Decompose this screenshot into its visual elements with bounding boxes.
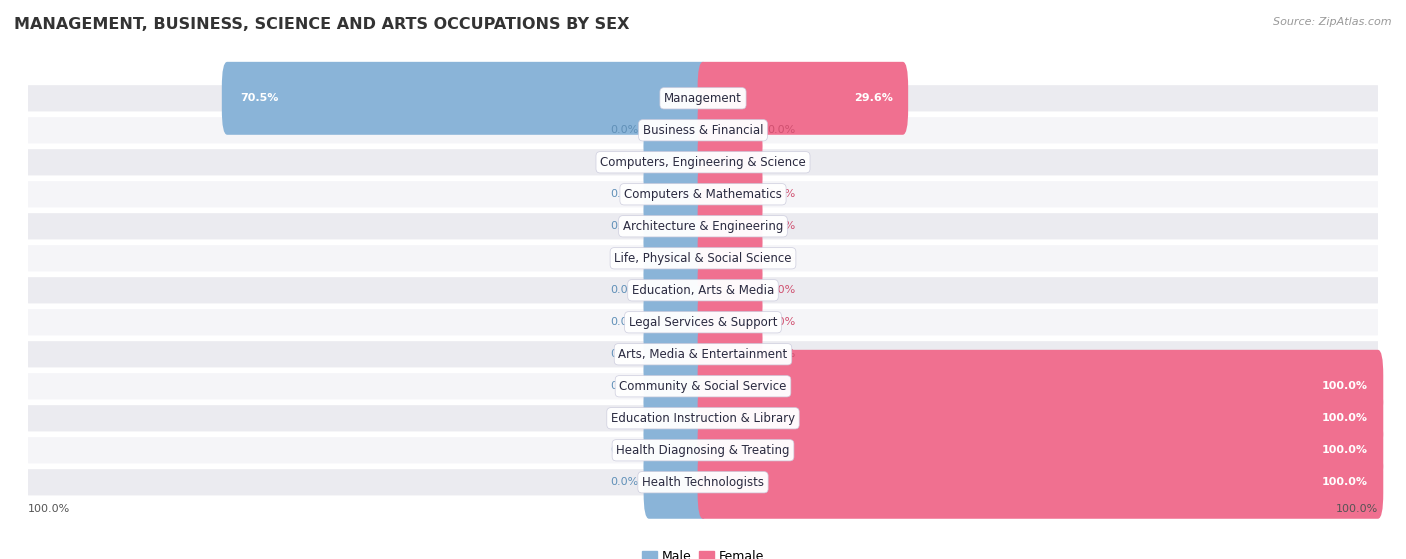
FancyBboxPatch shape (644, 350, 709, 423)
Legend: Male, Female: Male, Female (637, 546, 769, 559)
FancyBboxPatch shape (644, 286, 709, 359)
Text: 0.0%: 0.0% (610, 446, 638, 455)
FancyBboxPatch shape (697, 414, 1384, 487)
FancyBboxPatch shape (697, 254, 762, 327)
FancyBboxPatch shape (28, 213, 1378, 239)
Text: Community & Social Service: Community & Social Service (619, 380, 787, 393)
FancyBboxPatch shape (644, 318, 709, 391)
FancyBboxPatch shape (697, 62, 908, 135)
Text: 0.0%: 0.0% (610, 285, 638, 295)
Text: 0.0%: 0.0% (610, 190, 638, 200)
FancyBboxPatch shape (28, 85, 1378, 111)
FancyBboxPatch shape (28, 373, 1378, 400)
Text: 70.5%: 70.5% (240, 93, 278, 103)
Text: Business & Financial: Business & Financial (643, 124, 763, 137)
FancyBboxPatch shape (28, 341, 1378, 367)
Text: 0.0%: 0.0% (610, 125, 638, 135)
FancyBboxPatch shape (28, 117, 1378, 144)
Text: Computers, Engineering & Science: Computers, Engineering & Science (600, 156, 806, 169)
FancyBboxPatch shape (697, 158, 762, 231)
FancyBboxPatch shape (644, 254, 709, 327)
Text: 0.0%: 0.0% (610, 157, 638, 167)
Text: 100.0%: 100.0% (1336, 504, 1378, 514)
Text: 100.0%: 100.0% (28, 504, 70, 514)
FancyBboxPatch shape (697, 382, 1384, 455)
FancyBboxPatch shape (28, 245, 1378, 272)
FancyBboxPatch shape (697, 350, 1384, 423)
FancyBboxPatch shape (644, 446, 709, 519)
Text: 0.0%: 0.0% (768, 318, 796, 327)
FancyBboxPatch shape (644, 382, 709, 455)
FancyBboxPatch shape (28, 309, 1378, 335)
FancyBboxPatch shape (644, 190, 709, 263)
FancyBboxPatch shape (697, 222, 762, 295)
FancyBboxPatch shape (697, 286, 762, 359)
Text: 100.0%: 100.0% (1322, 477, 1368, 487)
Text: 0.0%: 0.0% (768, 253, 796, 263)
Text: 0.0%: 0.0% (610, 318, 638, 327)
FancyBboxPatch shape (697, 190, 762, 263)
Text: 0.0%: 0.0% (610, 221, 638, 231)
Text: 100.0%: 100.0% (1322, 381, 1368, 391)
Text: Education Instruction & Library: Education Instruction & Library (612, 412, 794, 425)
Text: 0.0%: 0.0% (768, 285, 796, 295)
Text: MANAGEMENT, BUSINESS, SCIENCE AND ARTS OCCUPATIONS BY SEX: MANAGEMENT, BUSINESS, SCIENCE AND ARTS O… (14, 17, 630, 32)
FancyBboxPatch shape (28, 469, 1378, 495)
FancyBboxPatch shape (28, 277, 1378, 304)
FancyBboxPatch shape (644, 126, 709, 199)
FancyBboxPatch shape (644, 94, 709, 167)
Text: Management: Management (664, 92, 742, 105)
Text: Computers & Mathematics: Computers & Mathematics (624, 188, 782, 201)
Text: 0.0%: 0.0% (768, 349, 796, 359)
Text: Health Diagnosing & Treating: Health Diagnosing & Treating (616, 444, 790, 457)
Text: Health Technologists: Health Technologists (643, 476, 763, 489)
FancyBboxPatch shape (28, 437, 1378, 463)
FancyBboxPatch shape (697, 126, 762, 199)
Text: 0.0%: 0.0% (768, 125, 796, 135)
FancyBboxPatch shape (28, 405, 1378, 432)
FancyBboxPatch shape (644, 414, 709, 487)
Text: Source: ZipAtlas.com: Source: ZipAtlas.com (1274, 17, 1392, 27)
FancyBboxPatch shape (697, 446, 1384, 519)
Text: 100.0%: 100.0% (1322, 413, 1368, 423)
Text: 29.6%: 29.6% (853, 93, 893, 103)
FancyBboxPatch shape (697, 318, 762, 391)
FancyBboxPatch shape (644, 222, 709, 295)
Text: Education, Arts & Media: Education, Arts & Media (631, 284, 775, 297)
Text: 0.0%: 0.0% (768, 157, 796, 167)
Text: Life, Physical & Social Science: Life, Physical & Social Science (614, 252, 792, 265)
Text: 0.0%: 0.0% (610, 477, 638, 487)
FancyBboxPatch shape (644, 158, 709, 231)
Text: 0.0%: 0.0% (768, 190, 796, 200)
FancyBboxPatch shape (222, 62, 709, 135)
Text: Legal Services & Support: Legal Services & Support (628, 316, 778, 329)
FancyBboxPatch shape (697, 94, 762, 167)
Text: 0.0%: 0.0% (610, 349, 638, 359)
Text: 0.0%: 0.0% (610, 413, 638, 423)
FancyBboxPatch shape (28, 149, 1378, 176)
FancyBboxPatch shape (28, 181, 1378, 207)
Text: Architecture & Engineering: Architecture & Engineering (623, 220, 783, 233)
Text: 0.0%: 0.0% (610, 381, 638, 391)
Text: 0.0%: 0.0% (768, 221, 796, 231)
Text: 100.0%: 100.0% (1322, 446, 1368, 455)
Text: Arts, Media & Entertainment: Arts, Media & Entertainment (619, 348, 787, 361)
Text: 0.0%: 0.0% (610, 253, 638, 263)
